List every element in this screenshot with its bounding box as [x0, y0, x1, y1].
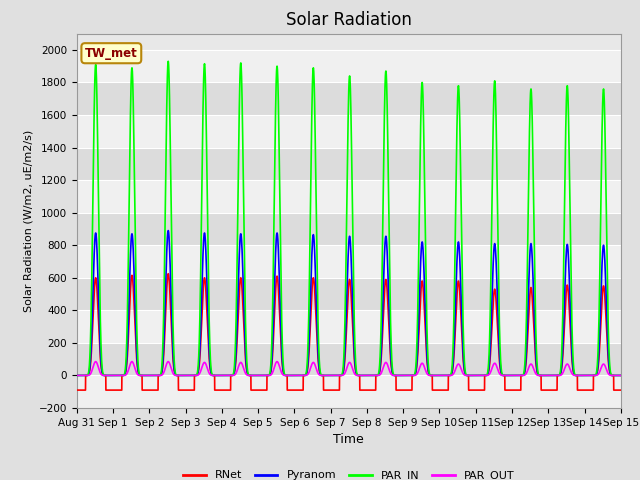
Pyranom	[471, 372, 479, 378]
RNet	[329, 387, 337, 393]
PAR_OUT	[471, 372, 479, 378]
PAR_OUT	[441, 372, 449, 378]
Bar	[77, 115, 621, 147]
Bar	[77, 147, 621, 180]
Y-axis label: Solar Radiation (W/m2, uE/m2/s): Solar Radiation (W/m2, uE/m2/s)	[23, 130, 33, 312]
Pyranom	[329, 372, 337, 378]
Text: TW_met: TW_met	[85, 47, 138, 60]
Line: Pyranom: Pyranom	[77, 230, 621, 375]
Bar	[77, 311, 621, 343]
Pyranom	[73, 372, 81, 378]
Bar	[77, 180, 621, 213]
RNet	[616, 387, 624, 393]
Bar	[77, 50, 621, 83]
Bar	[77, 213, 621, 245]
Pyranom	[171, 369, 179, 375]
PAR_IN	[73, 372, 81, 378]
Pyranom	[617, 372, 625, 378]
PAR_OUT	[171, 372, 179, 378]
PAR_IN	[164, 59, 172, 64]
RNet	[471, 387, 479, 393]
PAR_IN	[617, 372, 625, 378]
PAR_OUT	[616, 372, 624, 378]
PAR_IN	[329, 372, 337, 378]
PAR_IN	[171, 365, 179, 371]
RNet	[164, 271, 172, 276]
PAR_OUT	[92, 359, 100, 364]
Pyranom	[164, 228, 172, 233]
Title: Solar Radiation: Solar Radiation	[286, 11, 412, 29]
Line: PAR_IN: PAR_IN	[77, 61, 621, 375]
PAR_IN	[502, 372, 509, 378]
Line: RNet: RNet	[77, 274, 621, 390]
Pyranom	[616, 372, 624, 378]
PAR_IN	[471, 372, 479, 378]
Bar	[77, 245, 621, 278]
Legend: RNet, Pyranom, PAR_IN, PAR_OUT: RNet, Pyranom, PAR_IN, PAR_OUT	[179, 466, 518, 480]
RNet	[73, 387, 81, 393]
X-axis label: Time: Time	[333, 433, 364, 446]
PAR_OUT	[73, 372, 81, 378]
Bar	[77, 343, 621, 375]
Bar	[77, 83, 621, 115]
Line: PAR_OUT: PAR_OUT	[77, 361, 621, 375]
RNet	[502, 387, 509, 393]
PAR_OUT	[502, 372, 509, 378]
PAR_OUT	[617, 372, 625, 378]
Pyranom	[441, 372, 449, 378]
PAR_IN	[616, 372, 624, 378]
PAR_OUT	[329, 372, 337, 378]
RNet	[441, 387, 449, 393]
Bar	[77, 375, 621, 408]
RNet	[171, 370, 179, 376]
Bar	[77, 278, 621, 311]
PAR_IN	[441, 372, 449, 378]
Pyranom	[502, 372, 509, 378]
RNet	[617, 387, 625, 393]
